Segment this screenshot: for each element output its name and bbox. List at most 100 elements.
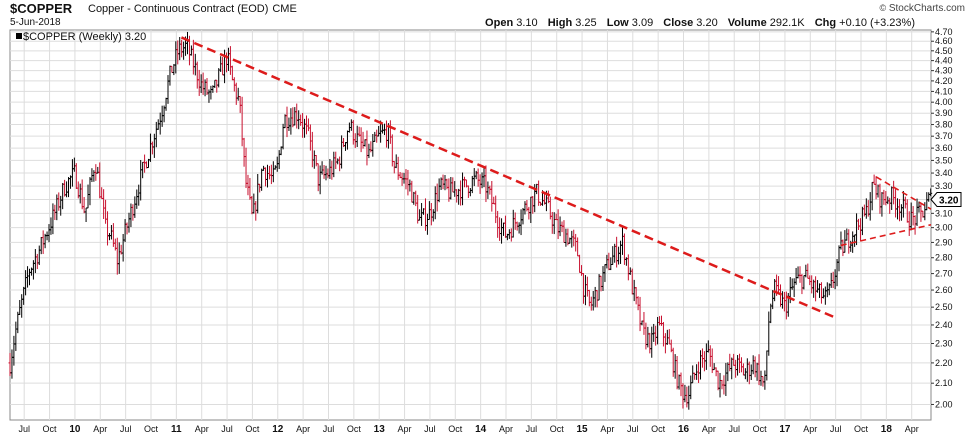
y-tick-label: 3.10 bbox=[935, 208, 953, 218]
y-tick-label: 3.70 bbox=[935, 131, 953, 141]
y-tick-label: 2.80 bbox=[935, 253, 953, 263]
chart-legend: $COPPER (Weekly) 3.20 bbox=[16, 31, 146, 43]
x-tick-label: Oct bbox=[347, 424, 362, 434]
copyright-icon: © bbox=[879, 3, 887, 13]
y-tick-label: 3.60 bbox=[935, 143, 953, 153]
y-tick-label: 4.00 bbox=[935, 97, 953, 107]
y-tick-label: 2.10 bbox=[935, 378, 953, 388]
chart-date: 5-Jun-2018 bbox=[10, 17, 61, 28]
last-value-label: 3.20 bbox=[939, 195, 959, 206]
trendline-3 bbox=[840, 223, 932, 247]
exchange-label: CME bbox=[272, 3, 297, 15]
x-tick-label: Oct bbox=[854, 424, 869, 434]
x-tick-label: Jul bbox=[120, 424, 132, 434]
x-tick-label: Apr bbox=[398, 424, 412, 434]
y-tick-label: 4.50 bbox=[935, 46, 953, 56]
y-tick-label: 4.40 bbox=[935, 56, 953, 66]
x-tick-label: Oct bbox=[245, 424, 260, 434]
x-tick-label: Apr bbox=[905, 424, 919, 434]
open-label: Open bbox=[485, 17, 514, 29]
y-tick-label: 2.00 bbox=[935, 399, 953, 409]
y-tick-label: 2.90 bbox=[935, 237, 953, 247]
chg-label: Chg bbox=[814, 17, 837, 29]
price-bars bbox=[8, 31, 933, 410]
brand-text: StockCharts.com bbox=[888, 3, 965, 14]
y-tick-label: 4.70 bbox=[935, 27, 953, 37]
y-tick-label: 3.50 bbox=[935, 155, 953, 165]
chg-value: +0.10 (+3.23%) bbox=[839, 17, 915, 29]
x-tick-label: Oct bbox=[144, 424, 159, 434]
x-tick-label: Apr bbox=[600, 424, 614, 434]
x-tick-label: Apr bbox=[296, 424, 310, 434]
last-value-marker: 3.20 bbox=[930, 191, 962, 207]
y-tick-label: 3.40 bbox=[935, 168, 953, 178]
y-tick-label: 3.30 bbox=[935, 181, 953, 191]
axes: 4.704.604.504.404.304.204.104.003.90 3.80… bbox=[18, 27, 962, 434]
x-tick-label: 13 bbox=[374, 424, 386, 434]
y-tick-label: 3.00 bbox=[935, 223, 953, 233]
low-value: 3.09 bbox=[631, 17, 654, 29]
volume-value: 292.1K bbox=[769, 17, 805, 29]
description-text: Copper - Continuous Contract (EOD) bbox=[88, 3, 269, 15]
symbol-title: $COPPER bbox=[10, 1, 73, 16]
x-tick-label: 16 bbox=[678, 424, 690, 434]
x-tick-label: Oct bbox=[550, 424, 565, 434]
x-tick-label: 10 bbox=[69, 424, 81, 434]
x-tick-label: Jul bbox=[728, 424, 740, 434]
brand-watermark[interactable]: © StockCharts.com bbox=[879, 3, 965, 14]
x-tick-label: 15 bbox=[577, 424, 589, 434]
symbol-description: Copper - Continuous Contract (EOD) CME bbox=[88, 3, 297, 15]
plot-frame bbox=[9, 29, 932, 421]
volume-label: Volume bbox=[727, 17, 767, 29]
trendlines bbox=[180, 36, 932, 319]
high-value: 3.25 bbox=[575, 17, 597, 29]
x-tick-label: Apr bbox=[499, 424, 513, 434]
x-tick-label: Apr bbox=[702, 424, 716, 434]
x-tick-label: Oct bbox=[43, 424, 58, 434]
trendline-2 bbox=[875, 176, 932, 210]
x-tick-label: Apr bbox=[803, 424, 817, 434]
x-tick-label: Jul bbox=[526, 424, 538, 434]
close-label: Close bbox=[663, 17, 694, 29]
x-tick-label: Oct bbox=[753, 424, 768, 434]
y-tick-label: 3.90 bbox=[935, 108, 953, 118]
y-tick-label: 2.50 bbox=[935, 302, 953, 312]
x-tick-label: Jul bbox=[424, 424, 436, 434]
x-tick-label: 14 bbox=[475, 424, 487, 434]
y-tick-label: 3.80 bbox=[935, 120, 953, 130]
y-tick-label: 4.10 bbox=[935, 86, 953, 96]
chart-header: $COPPER Copper - Continuous Contract (EO… bbox=[0, 0, 975, 32]
y-tick-label: 2.60 bbox=[935, 285, 953, 295]
ohlc-readout: Open 3.10 High 3.25 Low 3.09 Close 3.20 … bbox=[485, 17, 915, 29]
y-tick-label: 4.60 bbox=[935, 36, 953, 46]
low-label: Low bbox=[606, 17, 629, 29]
grid bbox=[9, 29, 932, 421]
x-tick-label: Jul bbox=[627, 424, 639, 434]
x-tick-label: Jul bbox=[221, 424, 233, 434]
open-value: 3.10 bbox=[516, 17, 538, 29]
y-tick-label: 2.30 bbox=[935, 339, 953, 349]
y-tick-label: 4.20 bbox=[935, 76, 953, 86]
legend-text: $COPPER (Weekly) 3.20 bbox=[23, 31, 147, 43]
trendline-1 bbox=[180, 36, 837, 319]
y-tick-label: 2.70 bbox=[935, 269, 953, 279]
y-tick-label: 2.20 bbox=[935, 358, 953, 368]
last-value-box bbox=[930, 191, 962, 207]
x-tick-label: Oct bbox=[448, 424, 463, 434]
x-tick-label: Jul bbox=[830, 424, 842, 434]
x-tick-label: 12 bbox=[272, 424, 284, 434]
x-tick-label: 11 bbox=[171, 424, 182, 434]
x-tick-label: 18 bbox=[881, 424, 893, 434]
y-tick-label: 2.40 bbox=[935, 320, 953, 330]
close-value: 3.20 bbox=[696, 17, 718, 29]
high-label: High bbox=[547, 17, 573, 29]
x-tick-label: 17 bbox=[779, 424, 791, 434]
x-tick-label: Jul bbox=[323, 424, 335, 434]
y-tick-label: 4.30 bbox=[935, 66, 953, 76]
x-tick-label: Apr bbox=[93, 424, 107, 434]
legend-swatch-icon bbox=[16, 33, 22, 39]
x-tick-label: Jul bbox=[18, 424, 30, 434]
x-tick-label: Apr bbox=[195, 424, 209, 434]
x-tick-label: Oct bbox=[651, 424, 666, 434]
